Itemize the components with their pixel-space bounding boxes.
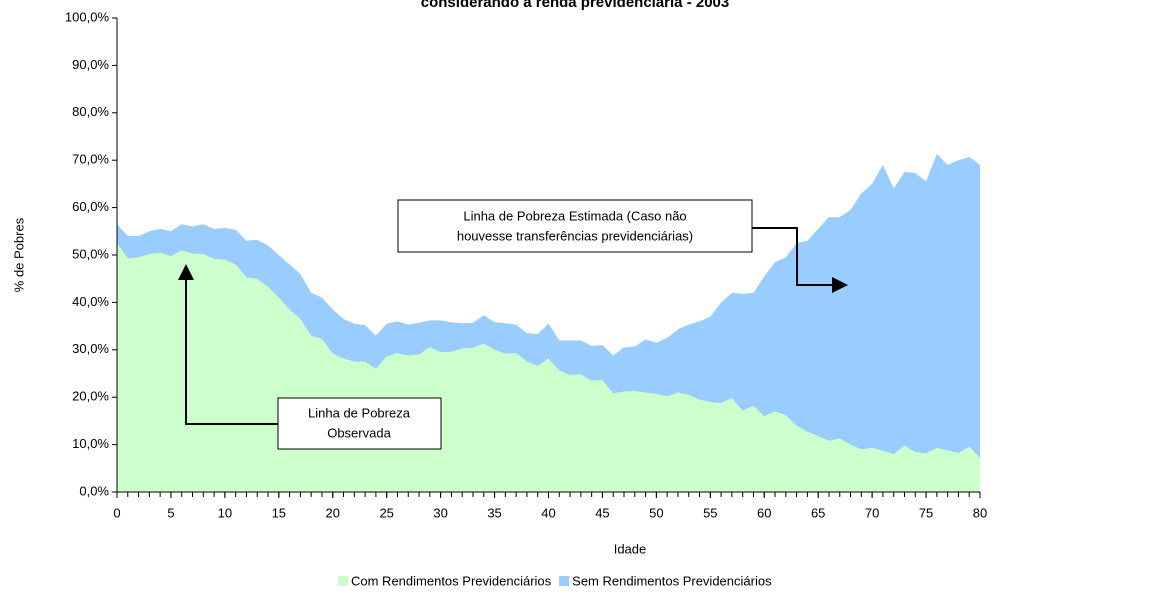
x-tick-label: 40	[541, 505, 555, 520]
x-tick-label: 55	[703, 505, 717, 520]
y-tick-label: 60,0%	[72, 199, 109, 214]
annotation-estimated: Linha de Pobreza Estimada (Caso não houv…	[397, 199, 848, 293]
legend-swatch	[559, 576, 570, 586]
y-tick-label: 20,0%	[72, 389, 109, 404]
y-axis-label: % de Pobres	[11, 217, 26, 292]
x-axis-label: Idade	[614, 541, 647, 556]
x-tick-label: 45	[595, 505, 609, 520]
chart-title: considerando a renda previdenciária - 20…	[421, 0, 729, 11]
annotation-box	[397, 199, 753, 253]
annotation-text: houvesse transferências previdenciárias)	[457, 228, 693, 243]
annotation-arrow	[752, 227, 848, 293]
x-tick-label: 75	[919, 505, 933, 520]
x-tick-label: 70	[865, 505, 879, 520]
annotation-observed: Linha de Pobreza Observada	[178, 264, 442, 450]
y-tick-label: 70,0%	[72, 152, 109, 167]
x-tick-label: 0	[113, 505, 120, 520]
x-tick-label: 50	[649, 505, 663, 520]
y-tick-label: 10,0%	[72, 436, 109, 451]
x-tick-label: 25	[379, 505, 393, 520]
y-tick-label: 0,0%	[79, 483, 109, 498]
x-tick-label: 5	[167, 505, 174, 520]
x-tick-label: 80	[973, 505, 987, 520]
annotation-arrow	[178, 264, 278, 425]
x-tick-label: 60	[757, 505, 771, 520]
x-tick-label: 35	[487, 505, 501, 520]
x-tick-label: 15	[272, 505, 286, 520]
legend-label: Com Rendimentos Previdenciários	[351, 573, 552, 588]
annotation-text: Linha de Pobreza	[308, 405, 411, 420]
y-tick-label: 80,0%	[72, 104, 109, 119]
y-tick-label: 50,0%	[72, 246, 109, 261]
annotation-text: Observada	[327, 425, 391, 440]
x-tick-label: 65	[811, 505, 825, 520]
legend-label: Sem Rendimentos Previdenciários	[572, 573, 772, 588]
x-tick-label: 30	[433, 505, 447, 520]
y-tick-label: 90,0%	[72, 57, 109, 72]
y-tick-label: 40,0%	[72, 294, 109, 309]
x-tick-label: 20	[326, 505, 340, 520]
annotation-text: Linha de Pobreza Estimada (Caso não	[463, 208, 686, 223]
y-tick-label: 100,0%	[65, 9, 110, 24]
legend-swatch	[338, 576, 348, 586]
x-tick-label: 10	[218, 505, 232, 520]
y-tick-label: 30,0%	[72, 341, 109, 356]
